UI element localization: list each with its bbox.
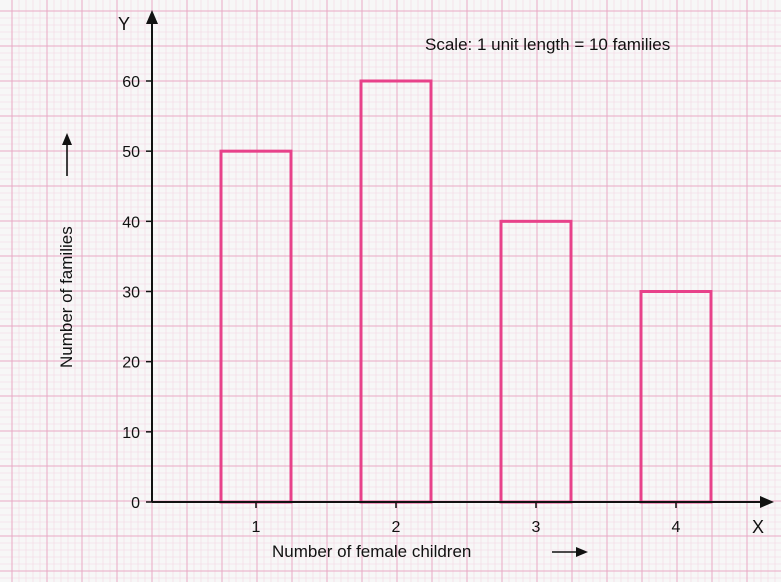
bars: [219, 79, 713, 504]
x-tick-label: 4: [672, 519, 681, 536]
up-arrow-icon: [62, 133, 72, 145]
y-tick-label: 10: [122, 425, 140, 442]
x-tick-label: 1: [252, 519, 261, 536]
y-tick-label: 60: [122, 74, 140, 91]
y-tick-label: 30: [122, 285, 140, 302]
x-axis-arrow-icon: [760, 496, 774, 508]
scale-annotation: Scale: 1 unit length = 10 families: [425, 35, 670, 54]
y-ticks: 0 10 20 30 40 50 60: [122, 74, 152, 512]
y-axis-letter: Y: [118, 14, 130, 34]
y-axis-arrow-icon: [146, 10, 158, 24]
x-axis-title: Number of female children: [272, 542, 471, 561]
right-arrow-icon: [576, 547, 588, 557]
x-tick-label: 2: [392, 519, 401, 536]
x-tick-label: 3: [532, 519, 541, 536]
y-tick-label: 50: [122, 144, 140, 161]
bar-3: [499, 219, 573, 504]
y-tick-label: 0: [131, 495, 140, 512]
y-tick-label: 40: [122, 214, 140, 231]
y-tick-label: 20: [122, 355, 140, 372]
y-axis-title-arrow: [62, 133, 72, 176]
x-axis-title-arrow: [552, 547, 588, 557]
bar-4: [639, 290, 713, 504]
y-axis-title: Number of families: [57, 226, 76, 368]
x-ticks: 1 2 3 4: [252, 502, 681, 536]
axes: [146, 10, 774, 508]
x-axis-letter: X: [752, 517, 764, 537]
bar-1: [219, 149, 293, 504]
